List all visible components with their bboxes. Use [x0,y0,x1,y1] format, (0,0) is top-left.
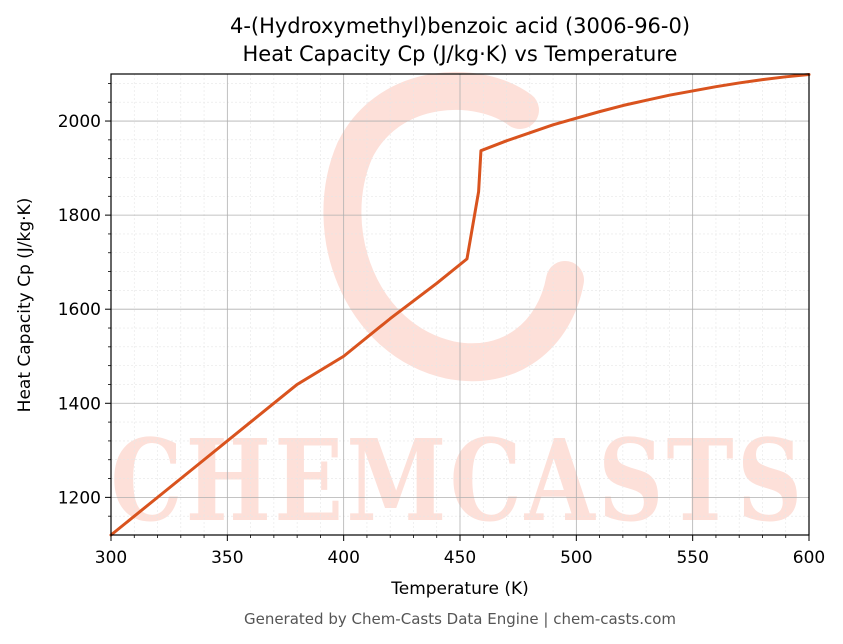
x-tick-label: 500 [560,548,592,568]
series-layer [109,72,811,537]
chart-title-line1: 4-(Hydroxymethyl)benzoic acid (3006-96-0… [230,14,690,38]
y-tick-label: 1800 [58,206,101,226]
y-tick-label: 2000 [58,112,101,132]
watermark: CHEMCASTS [111,71,806,547]
x-tick-label: 350 [211,548,243,568]
x-tick-label: 400 [327,548,359,568]
x-tick-label: 450 [444,548,476,568]
series-line-heat-capacity [109,72,811,537]
footer-credit: Generated by Chem-Casts Data Engine | ch… [244,610,676,628]
y-tick-label: 1400 [58,394,101,414]
watermark-logo-arc [323,71,584,382]
x-axis-label: Temperature (K) [390,579,529,599]
major-grid [110,74,810,535]
y-tick-label: 1200 [58,488,101,508]
x-tick-label: 300 [95,548,127,568]
chart-title-line2: Heat Capacity Cp (J/kg·K) vs Temperature [243,42,678,66]
y-tick-label: 1600 [58,300,101,320]
x-axis-ticks: 300 350 400 450 500 550 600 [95,535,825,568]
watermark-text: CHEMCASTS [111,416,806,547]
x-tick-label: 550 [676,548,708,568]
y-axis-label: Heat Capacity Cp (J/kg·K) [15,198,35,413]
y-axis-ticks: 1200 1400 1600 1800 2000 [58,83,111,517]
x-tick-label: 600 [793,548,825,568]
